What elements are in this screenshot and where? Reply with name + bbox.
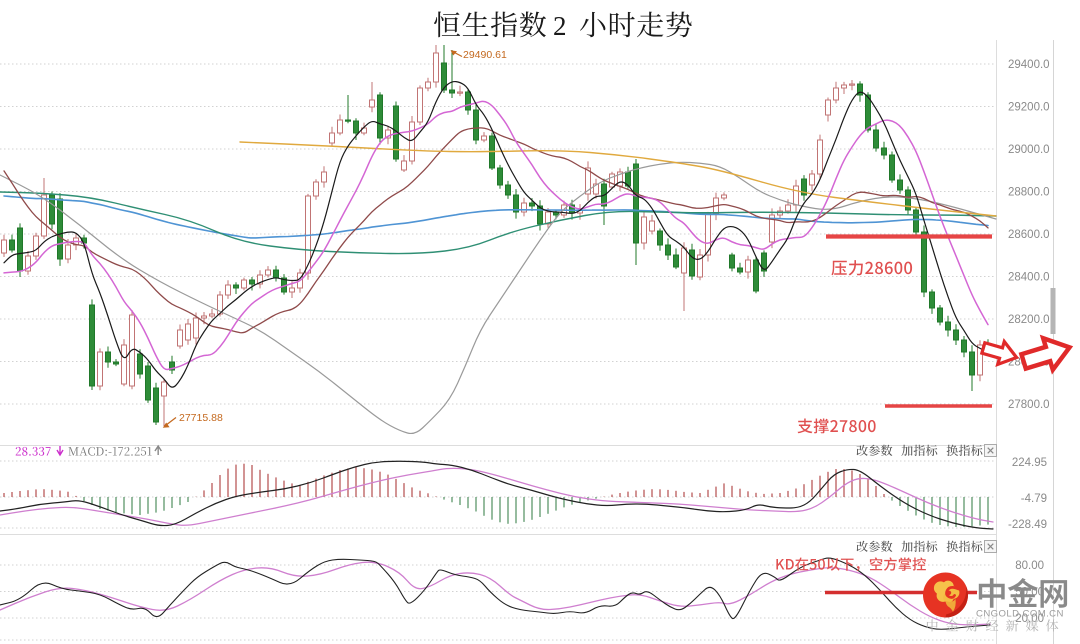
svg-text:20.00: 20.00 bbox=[1015, 613, 1044, 625]
svg-text:27715.88: 27715.88 bbox=[179, 412, 223, 424]
svg-text:-4.79: -4.79 bbox=[1021, 493, 1047, 505]
svg-text:29200.0: 29200.0 bbox=[1008, 102, 1050, 114]
svg-text:27800.0: 27800.0 bbox=[1008, 399, 1050, 411]
svg-text:28400.0: 28400.0 bbox=[1008, 272, 1050, 284]
svg-text:28800.0: 28800.0 bbox=[1008, 187, 1050, 199]
svg-text:224.95: 224.95 bbox=[1012, 457, 1047, 469]
svg-text:29490.61: 29490.61 bbox=[463, 49, 507, 61]
svg-text:-228.49: -228.49 bbox=[1008, 519, 1047, 531]
svg-text:28200.0: 28200.0 bbox=[1008, 314, 1050, 326]
svg-text:28600.0: 28600.0 bbox=[1008, 229, 1050, 241]
svg-text:29000.0: 29000.0 bbox=[1008, 144, 1050, 156]
svg-text:2: 2 bbox=[553, 11, 567, 41]
svg-text:CNGOLD.COM.CN: CNGOLD.COM.CN bbox=[976, 609, 1064, 620]
svg-text:80.00: 80.00 bbox=[1015, 560, 1044, 572]
svg-text:29400.0: 29400.0 bbox=[1008, 59, 1050, 71]
